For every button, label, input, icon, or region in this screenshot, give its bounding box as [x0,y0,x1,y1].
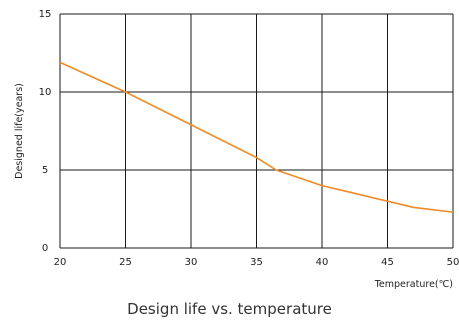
x-axis-label: Temperature(℃) [374,279,453,290]
series-line-0 [59,61,454,213]
x-tick-label-4: 40 [316,257,329,268]
y-tick-label-2: 10 [39,87,52,98]
y-tick-label-3: 15 [39,9,52,20]
x-tick-labels: 20 25 30 35 40 45 50 [54,257,459,268]
x-tick-label-0: 20 [54,257,67,268]
life-temperature-chart: 0 5 10 15 20 25 30 35 40 45 50 Designed life(year… [14,9,459,290]
x-tick-label-6: 50 [447,257,459,268]
y-tick-label-0: 0 [42,243,48,254]
x-tick-label-3: 35 [250,257,263,268]
grid-lines [59,13,454,249]
y-tick-label-1: 5 [42,165,48,176]
chart-caption: Design life vs. temperature [127,300,332,318]
x-tick-label-1: 25 [119,257,132,268]
y-tick-labels: 0 5 10 15 [39,9,52,254]
x-tick-label-2: 30 [185,257,198,268]
y-axis-label: Designed life(years) [14,83,25,179]
series-layer [59,61,454,213]
x-tick-label-5: 45 [381,257,394,268]
